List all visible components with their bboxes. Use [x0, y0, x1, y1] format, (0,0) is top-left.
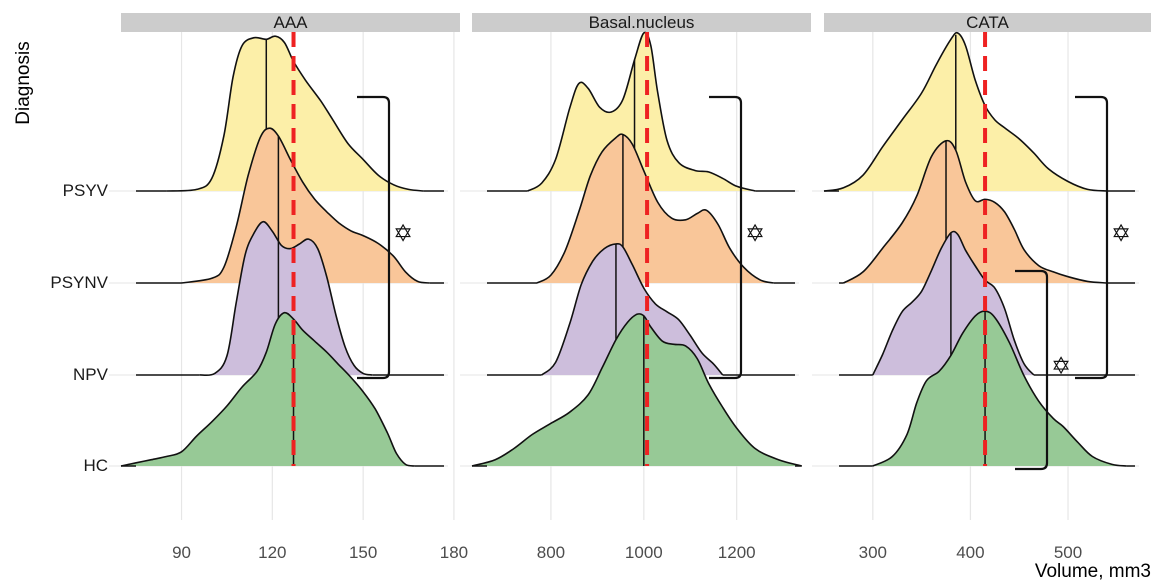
ridge-outline-psyv [823, 31, 1108, 192]
y-tick-label-hc: HC [83, 456, 108, 475]
y-tick-label-npv: NPV [73, 365, 109, 384]
facet-strip-label: AAA [273, 13, 308, 32]
significance-bracket [1015, 269, 1049, 471]
ridge-outline-npv [872, 230, 1035, 376]
panel-cata: CATA 300 400 500 ✡ ✡ [812, 13, 1151, 562]
panel-basal-nucleus: Basal.nucleus 800 1000 1200 ✡ [460, 13, 811, 562]
x-tick-label: 1200 [718, 543, 756, 562]
ridge-area-psyv [527, 32, 756, 192]
facet-strip [824, 13, 1151, 32]
significance-star-icon: ✡ [1111, 220, 1131, 248]
significance-bracket [709, 95, 743, 380]
facet-strip-label: Basal.nucleus [589, 13, 695, 32]
significance-star-icon: ✡ [393, 220, 413, 248]
x-tick-label: 400 [956, 543, 984, 562]
y-tick-label-psynv: PSYNV [50, 273, 108, 292]
x-tick-label: 1000 [625, 543, 663, 562]
significance-star-icon: ✡ [745, 220, 765, 248]
x-tick-label: 500 [1054, 543, 1082, 562]
ridge-outline-psyv [527, 31, 756, 192]
significance-bracket [1075, 95, 1109, 380]
ridge-outline-npv [541, 242, 724, 376]
ridge-outline-hc [120, 311, 415, 467]
ridge-outline-psyv [166, 35, 424, 192]
significance-star-icon: ✡ [1051, 352, 1071, 380]
significance-bracket [357, 95, 391, 380]
x-tick-label: 180 [440, 543, 468, 562]
x-tick-label: 120 [258, 543, 286, 562]
facet-strip [121, 13, 460, 32]
ridge-area-npv [541, 243, 723, 375]
ridge-area-hc [121, 312, 415, 466]
ridge-area-hc [472, 313, 802, 466]
ridge-area-psyv [824, 32, 1108, 191]
ridge-area-npv [199, 221, 373, 376]
facet-strip-label: CATA [966, 13, 1009, 32]
facet-panels: AAA 90 120 150 180 ✡ Basal.nucleus 800 1000 1200 ✡… [109, 13, 1151, 562]
ridge-outline-psynv [181, 127, 430, 284]
x-axis-title: Volume, mm3 [1035, 561, 1151, 582]
panel-aaa: AAA 90 120 150 180 ✡ [109, 13, 468, 562]
x-tick-label: 800 [537, 543, 565, 562]
y-axis-title: Diagnosis [13, 41, 34, 124]
ridge-area-psynv [537, 134, 774, 283]
ridge-outline-hc [872, 310, 1127, 467]
facet-strip [472, 13, 811, 32]
ridge-outline-npv [199, 220, 373, 377]
ridge-area-psynv [843, 140, 1108, 283]
y-axis: PSYV PSYNV NPV HC [50, 181, 108, 475]
x-tick-label: 300 [859, 543, 887, 562]
ridge-outline-psynv [536, 133, 774, 284]
ridge-area-psynv [181, 128, 430, 283]
x-tick-label: 90 [172, 543, 191, 562]
ridge-outline-psynv [843, 139, 1108, 284]
y-tick-label-psyv: PSYV [63, 181, 109, 200]
x-tick-label: 150 [349, 543, 377, 562]
